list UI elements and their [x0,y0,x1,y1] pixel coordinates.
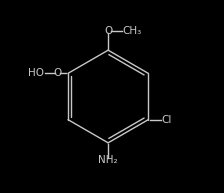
Text: O: O [53,68,62,78]
Text: Cl: Cl [162,115,172,125]
Text: CH₃: CH₃ [123,26,142,36]
Text: NH₂: NH₂ [98,155,118,165]
Text: O: O [104,26,112,36]
Text: HO: HO [28,68,44,78]
